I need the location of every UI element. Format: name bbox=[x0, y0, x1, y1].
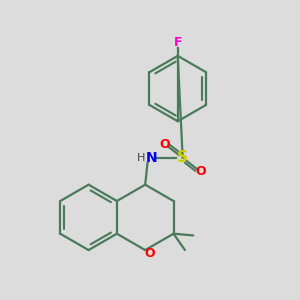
Text: O: O bbox=[195, 165, 206, 178]
Text: N: N bbox=[146, 151, 158, 165]
Text: S: S bbox=[177, 150, 188, 165]
Text: O: O bbox=[160, 138, 170, 151]
Text: H: H bbox=[137, 153, 145, 163]
Text: F: F bbox=[173, 37, 182, 50]
Text: O: O bbox=[145, 247, 155, 260]
